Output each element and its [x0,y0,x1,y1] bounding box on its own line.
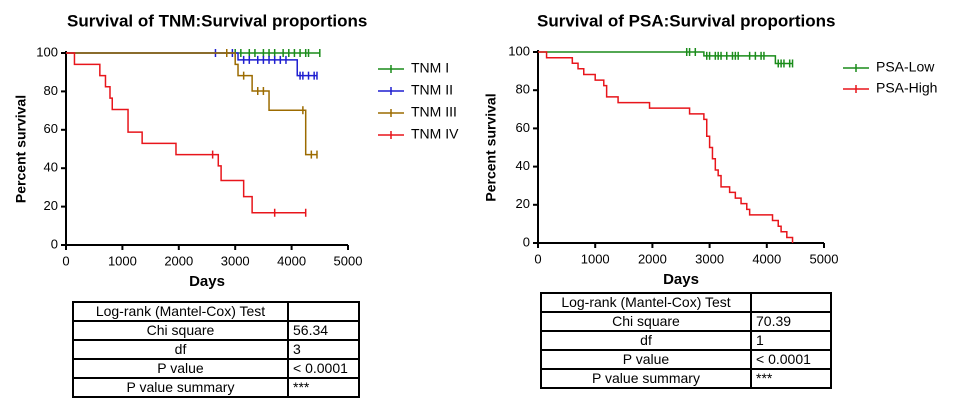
row-label: df [72,339,289,360]
y-tick-label: 20 [44,198,58,213]
row-value: 3 [287,339,360,360]
row-label: df [540,330,752,351]
x-tick-label: 1000 [108,253,137,268]
legend-label: TNM II [411,82,453,98]
y-tick-label: 60 [44,121,58,136]
legend-label: PSA-Low [876,59,935,75]
survival-curve [66,52,317,77]
x-tick-label: 2000 [638,251,667,266]
legend-label: PSA-High [876,80,937,96]
row-value: < 0.0001 [287,358,360,379]
chart-title: Survival of TNM:Survival proportions [67,11,367,30]
y-tick-label: 60 [516,120,530,135]
y-tick-label: 20 [516,196,530,211]
table-row: df 3 [72,339,360,360]
table-row: Chi square 56.34 [72,320,360,341]
table-row: Log-rank (Mantel-Cox) Test [540,292,832,313]
x-tick-label: 4000 [277,253,306,268]
row-value [287,301,360,322]
y-tick-label: 0 [51,236,58,251]
stats-table: Log-rank (Mantel-Cox) Test Chi square 70.3… [540,292,832,389]
x-axis-label: Days [189,273,225,290]
row-label: Log-rank (Mantel-Cox) Test [540,292,752,313]
legend-label: TNM III [411,104,457,120]
table-row: P value < 0.0001 [540,349,832,370]
y-tick-label: 80 [516,82,530,97]
x-tick-label: 3000 [221,253,250,268]
y-tick-label: 40 [44,160,58,175]
x-tick-label: 3000 [695,251,724,266]
row-value: *** [750,368,832,389]
survival-curve [538,51,793,65]
x-tick-label: 0 [62,253,69,268]
survival-curve [538,51,794,243]
y-tick-label: 40 [516,158,530,173]
table-row: df 1 [540,330,832,351]
legend-label: TNM I [411,60,449,76]
x-tick-label: 0 [534,251,541,266]
row-label: Chi square [540,311,752,332]
table-row: P value < 0.0001 [72,358,360,379]
x-tick-label: 4000 [752,251,781,266]
x-axis-label: Days [663,271,699,288]
row-label: P value summary [540,368,752,389]
x-tick-label: 5000 [334,253,363,268]
y-tick-label: 100 [508,43,530,58]
row-value: < 0.0001 [750,349,832,370]
table-row: Log-rank (Mantel-Cox) Test [72,301,360,322]
row-value: *** [287,377,360,398]
survival-curve [66,52,306,214]
chart-title: Survival of PSA:Survival proportions [537,11,836,30]
stats-table: Log-rank (Mantel-Cox) Test Chi square 56.3… [72,301,360,398]
table-row: P value summary *** [72,377,360,398]
table-row: Chi square 70.39 [540,311,832,332]
x-tick-label: 1000 [581,251,610,266]
y-tick-label: 0 [523,234,530,249]
row-value [750,292,832,313]
x-tick-label: 5000 [810,251,839,266]
row-value: 1 [750,330,832,351]
y-axis-label: Percent survival [13,95,29,203]
table-row: P value summary *** [540,368,832,389]
row-value: 70.39 [750,311,832,332]
row-label: Log-rank (Mantel-Cox) Test [72,301,289,322]
y-tick-label: 100 [36,44,58,59]
y-axis-label: Percent survival [483,93,499,201]
row-value: 56.34 [287,320,360,341]
y-tick-label: 80 [44,83,58,98]
row-label: P value summary [72,377,289,398]
survival-curve [66,52,317,156]
row-label: P value [72,358,289,379]
row-label: P value [540,349,752,370]
row-label: Chi square [72,320,289,341]
x-tick-label: 2000 [164,253,193,268]
legend-label: TNM IV [411,126,459,142]
